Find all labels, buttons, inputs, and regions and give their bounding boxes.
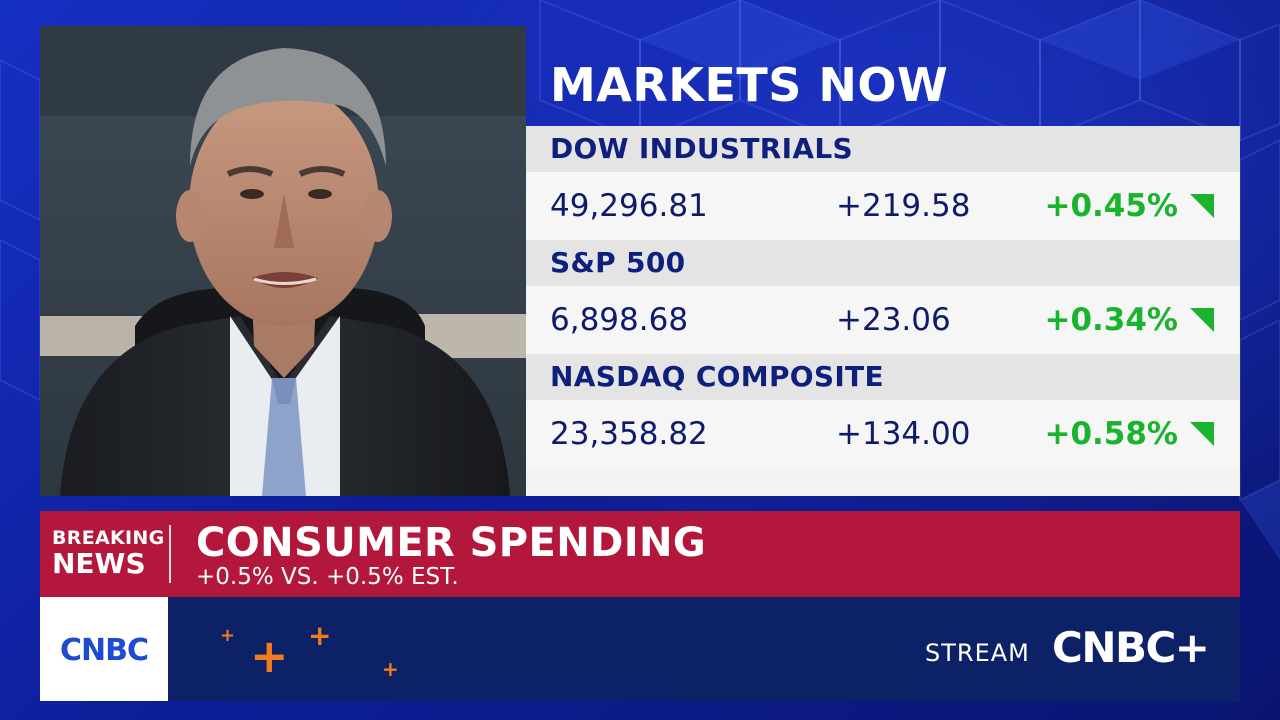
index-percent: +0.45% xyxy=(1044,188,1178,224)
index-row-sp500: 6,898.68 +23.06 +0.34% xyxy=(526,286,1240,354)
markets-now-title: MARKETS NOW xyxy=(550,58,949,112)
stream-label: STREAM xyxy=(925,639,1030,667)
video-frame xyxy=(40,26,526,496)
plus-decor-icon: + xyxy=(308,619,332,652)
index-name-dow: DOW INDUSTRIALS xyxy=(526,126,1240,172)
banner-divider xyxy=(169,525,171,583)
badge-line-breaking: BREAKING xyxy=(52,527,165,549)
video-feed xyxy=(40,26,526,496)
cnbc-logo: CNBC xyxy=(59,633,149,668)
index-name-sp500: S&P 500 xyxy=(526,240,1240,286)
index-value: 6,898.68 xyxy=(550,302,689,338)
breaking-news-badge: BREAKING NEWS xyxy=(52,525,172,580)
markets-table: DOW INDUSTRIALS 49,296.81 +219.58 +0.45%… xyxy=(526,126,1240,496)
index-name-nasdaq: NASDAQ COMPOSITE xyxy=(526,354,1240,400)
index-change: +23.06 xyxy=(836,302,951,338)
index-value: 49,296.81 xyxy=(550,188,708,224)
plus-decor-icon: + xyxy=(250,629,289,683)
index-value: 23,358.82 xyxy=(550,416,708,452)
index-row-dow: 49,296.81 +219.58 +0.45% xyxy=(526,172,1240,240)
up-arrow-icon xyxy=(1190,194,1214,218)
bottom-bar: CNBC + + + + STREAM CNBC+ xyxy=(40,597,1240,701)
badge-line-news: NEWS xyxy=(52,547,146,580)
network-logo-box: CNBC xyxy=(40,597,168,701)
plus-decor-icon: + xyxy=(382,657,399,681)
news-headline: CONSUMER SPENDING xyxy=(196,520,707,566)
breaking-news-banner: BREAKING NEWS CONSUMER SPENDING +0.5% VS… xyxy=(40,511,1240,597)
index-percent: +0.34% xyxy=(1044,302,1178,338)
up-arrow-icon xyxy=(1190,308,1214,332)
plus-decor-icon: + xyxy=(220,625,236,646)
cnbc-plus-logo: CNBC+ xyxy=(1052,623,1210,672)
index-change: +219.58 xyxy=(836,188,971,224)
index-percent: +0.58% xyxy=(1044,416,1178,452)
index-change: +134.00 xyxy=(836,416,971,452)
up-arrow-icon xyxy=(1190,422,1214,446)
index-row-nasdaq: 23,358.82 +134.00 +0.58% xyxy=(526,400,1240,468)
news-subtext: +0.5% VS. +0.5% EST. xyxy=(196,564,459,590)
